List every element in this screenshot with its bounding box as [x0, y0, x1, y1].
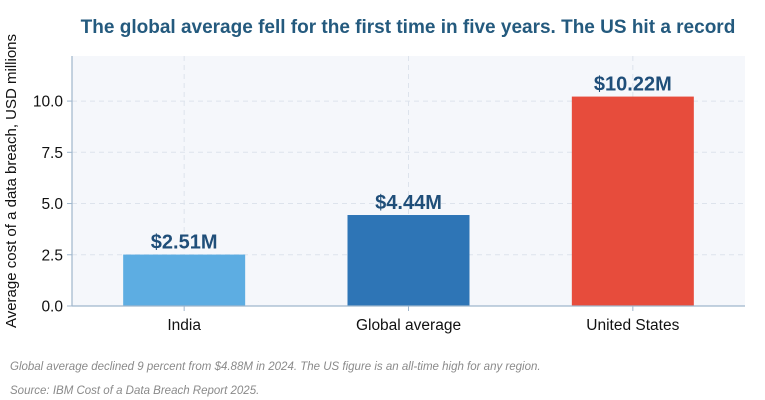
y-axis-label: Average cost of a data breach, USD milli…: [3, 34, 20, 328]
bar-global-average: [347, 215, 470, 306]
data-labels: $2.51M $4.44M $10.22M: [151, 74, 672, 254]
chart-title: The global average fell for the first ti…: [81, 17, 736, 38]
y-tick-label: 10.0: [33, 94, 64, 111]
y-tick-label: 2.5: [41, 247, 63, 264]
data-label: $4.44M: [375, 192, 442, 214]
bars: [123, 96, 694, 307]
x-ticks: India Global average United States: [167, 306, 680, 334]
y-tick-label: 7.5: [41, 145, 63, 162]
bar-united-states: [571, 96, 694, 307]
y-tick-label: 0.0: [41, 299, 63, 316]
bar-india: [123, 254, 246, 306]
x-tick-label: United States: [586, 317, 679, 334]
source-note: Source: IBM Cost of a Data Breach Report…: [10, 385, 259, 397]
y-tick-label: 5.0: [41, 196, 63, 213]
y-ticks: 0.0 2.5 5.0 7.5 10.0: [33, 94, 72, 316]
data-label: $10.22M: [594, 74, 672, 96]
footnote: Global average declined 9 percent from $…: [10, 361, 541, 373]
data-label: $2.51M: [151, 232, 218, 254]
x-tick-label: India: [167, 317, 201, 334]
x-tick-label: Global average: [356, 317, 461, 334]
